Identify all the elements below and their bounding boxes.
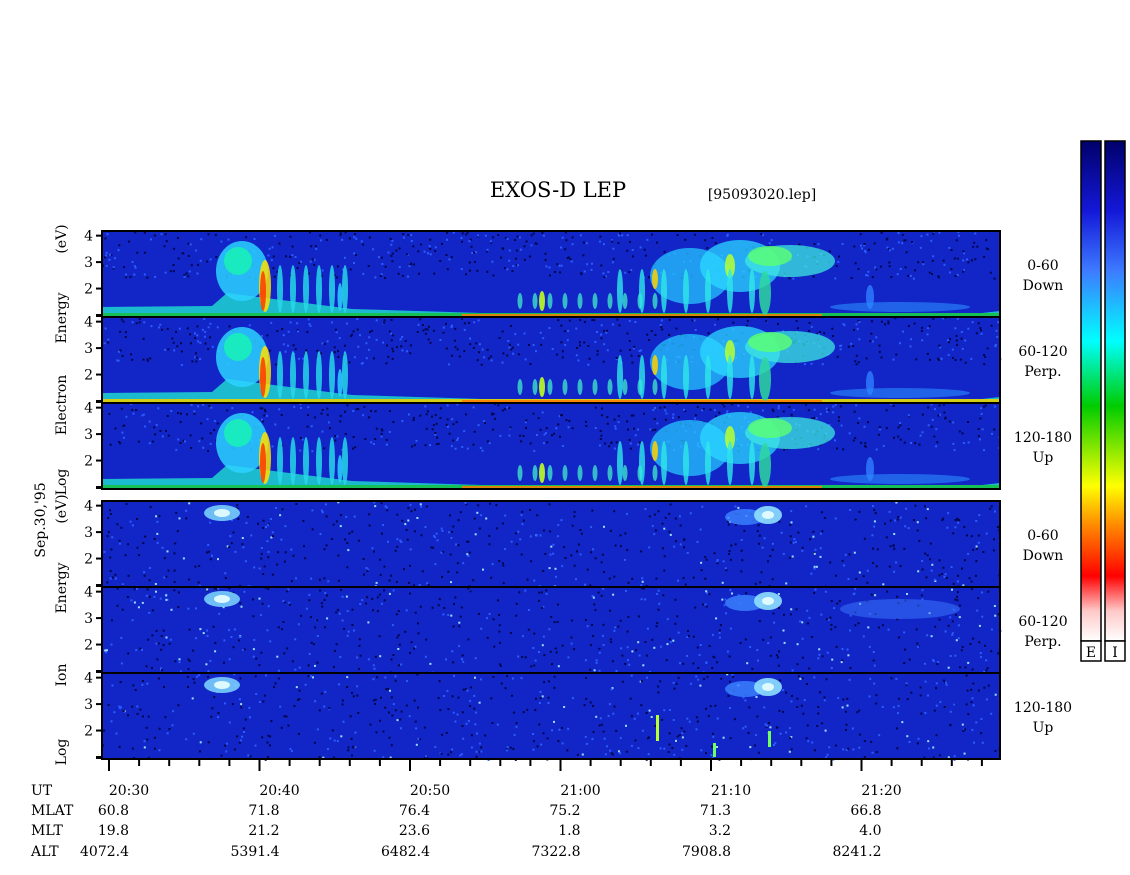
orbit-value: 66.8 xyxy=(850,803,881,819)
orbit-value: 21:20 xyxy=(861,783,901,799)
orbit-row-label: UT xyxy=(31,783,53,799)
colorbar xyxy=(1081,141,1101,641)
electron-panel: 2 3 4 120-180 Up xyxy=(84,401,1072,489)
orbit-value: 7322.8 xyxy=(532,844,581,860)
panel-label: 0-60 xyxy=(1027,528,1058,544)
orbit-value: 3.2 xyxy=(709,823,731,839)
orbit-value: 6482.4 xyxy=(381,844,430,860)
panel-label: Down xyxy=(1023,278,1064,294)
y-tick-label: 3 xyxy=(84,697,93,713)
panel-label: Up xyxy=(1033,720,1054,736)
orbit-row-label: MLT xyxy=(31,823,63,839)
date-label: Sep.30,'95 xyxy=(33,482,49,557)
y-tick-label: 2 xyxy=(84,638,93,654)
orbit-row-label: MLAT xyxy=(31,803,74,819)
orbit-value: 21:00 xyxy=(560,783,600,799)
electron-label-line: Log xyxy=(54,469,70,496)
orbit-value: 7908.8 xyxy=(682,844,731,860)
orbit-value: 8241.2 xyxy=(833,844,882,860)
ion-label-line: Log xyxy=(54,739,70,766)
ion-label-line: Ion xyxy=(54,664,70,687)
electron-label-line: (eV) xyxy=(54,224,70,253)
y-tick-label: 3 xyxy=(84,525,93,541)
ion-panel: 2 3 4 120-180 Up xyxy=(84,671,1072,761)
panel-label: 0-60 xyxy=(1027,258,1058,274)
electron-group: Log Electron Energy (eV) 2 3 4 0-60 Down 2 3 4 60-12… xyxy=(54,224,1072,495)
chart-title: EXOS-D LEP xyxy=(490,178,626,202)
y-tick-label: 4 xyxy=(84,229,93,245)
panel-label: 60-120 xyxy=(1018,344,1067,360)
orbit-value: 21:10 xyxy=(711,783,751,799)
orbit-value: 5391.4 xyxy=(231,844,280,860)
orbit-value: 71.3 xyxy=(700,803,731,819)
ion-group: Log Ion Energy (eV) 2 3 4 0-60 Down 2 3 4 60-120 Perp… xyxy=(54,494,1072,765)
ion-label-line: (eV) xyxy=(54,494,70,523)
orbit-value: 20:30 xyxy=(109,783,149,799)
y-tick-label: 2 xyxy=(84,368,93,384)
orbit-value: 75.2 xyxy=(549,803,580,819)
y-tick-label: 4 xyxy=(84,499,93,515)
y-tick-label: 2 xyxy=(84,552,93,568)
y-tick-label: 4 xyxy=(84,671,93,687)
orbit-value: 76.4 xyxy=(399,803,430,819)
y-tick-label: 3 xyxy=(84,611,93,627)
y-tick-label: 2 xyxy=(84,724,93,740)
colorbar-label: E xyxy=(1086,645,1096,661)
y-tick-label: 2 xyxy=(84,454,93,470)
orbit-value: 20:40 xyxy=(259,783,299,799)
spectrogram-groups: Log Electron Energy (eV) 2 3 4 0-60 Down 2 3 4 60-12… xyxy=(54,224,1072,765)
y-tick-label: 4 xyxy=(84,315,93,331)
orbit-table: UT 20:30 20:40 20:50 21:00 21:10 21:20 MLAT 60.8… xyxy=(30,783,902,860)
orbit-value: 21.2 xyxy=(248,823,279,839)
electron-panel: 2 3 4 60-120 Perp. xyxy=(84,315,1068,403)
y-tick-label: 3 xyxy=(84,427,93,443)
panel-label: 120-180 xyxy=(1014,700,1072,716)
electron-label-line: Energy xyxy=(54,292,70,343)
y-tick-label: 3 xyxy=(84,255,93,271)
panel-label: Perp. xyxy=(1024,634,1061,650)
y-tick-label: 2 xyxy=(84,282,93,298)
orbit-value: 4.0 xyxy=(859,823,881,839)
y-tick-label: 4 xyxy=(84,585,93,601)
orbit-row-label: ALT xyxy=(30,844,59,860)
time-axis xyxy=(109,759,982,771)
y-tick-label: 3 xyxy=(84,341,93,357)
electron-panel: 2 3 4 0-60 Down xyxy=(84,229,1063,317)
ion-panel: 2 3 4 0-60 Down xyxy=(84,499,1063,589)
panel-label: 60-120 xyxy=(1018,614,1067,630)
panel-label: Perp. xyxy=(1024,364,1061,380)
ion-label-line: Energy xyxy=(54,562,70,613)
orbit-value: 19.8 xyxy=(98,823,129,839)
electron-label-line: Electron xyxy=(54,375,70,436)
electron-energy-label: Log Electron Energy (eV) xyxy=(54,224,70,495)
ion-panel: 2 3 4 60-120 Perp. xyxy=(84,585,1068,675)
orbit-value: 71.8 xyxy=(248,803,279,819)
orbit-value: 20:50 xyxy=(410,783,450,799)
orbit-value: 23.6 xyxy=(399,823,430,839)
file-name: [95093020.lep] xyxy=(708,187,816,203)
colorbar xyxy=(1105,141,1125,641)
ion-energy-label: Log Ion Energy (eV) xyxy=(54,494,70,765)
y-tick-label: 4 xyxy=(84,401,93,417)
colorbar-label: I xyxy=(1112,645,1118,661)
orbit-value: 60.8 xyxy=(98,803,129,819)
orbit-value: 1.8 xyxy=(558,823,580,839)
panel-label: Up xyxy=(1033,450,1054,466)
orbit-value: 4072.4 xyxy=(80,844,129,860)
panel-label: 120-180 xyxy=(1014,430,1072,446)
panel-label: Down xyxy=(1023,548,1064,564)
